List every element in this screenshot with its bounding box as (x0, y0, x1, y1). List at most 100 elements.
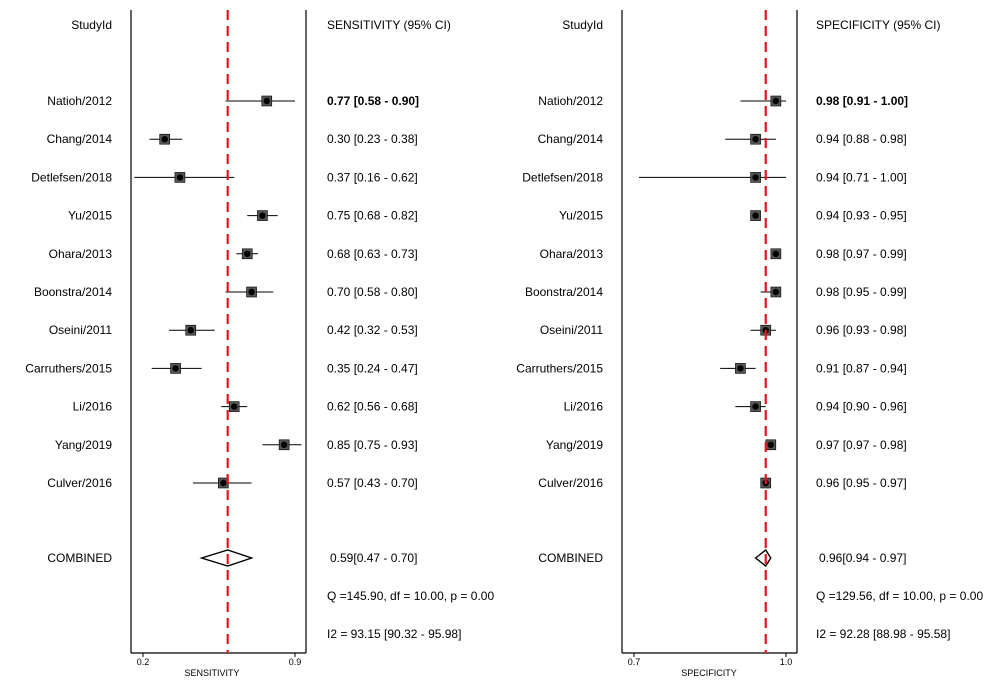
study-name: Yu/2015 (68, 209, 112, 223)
study-row: Culver/2016 0.96 [0.95 - 0.97] (538, 476, 906, 490)
forest-panel-1: StudyId SENSITIVITY (95% CI) 0.2 0.9 SENSITI… (25, 10, 494, 678)
study-row: Natioh/2012 0.77 [0.58 - 0.90] (47, 94, 419, 108)
point-estimate-dot (752, 403, 759, 410)
study-ci-value: 0.30 [0.23 - 0.38] (327, 132, 418, 146)
point-estimate-dot (772, 250, 780, 257)
study-name: Li/2016 (564, 400, 604, 414)
point-estimate-dot (244, 250, 251, 257)
study-ci-value: 0.75 [0.68 - 0.82] (327, 209, 418, 223)
study-row: Li/2016 0.62 [0.56 - 0.68] (73, 400, 418, 414)
point-estimate-dot (161, 136, 168, 143)
study-name: Natioh/2012 (538, 94, 603, 108)
study-ci-value: 0.94 [0.90 - 0.96] (816, 400, 907, 414)
study-name: Li/2016 (73, 400, 113, 414)
forest-panel-2: StudyId SPECIFICITY (95% CI) 0.7 1.0 SPECIFI… (516, 10, 983, 678)
point-estimate-dot (176, 174, 184, 181)
study-row: Detlefsen/2018 0.94 [0.71 - 1.00] (522, 170, 906, 184)
study-name: Chang/2014 (538, 132, 604, 146)
x-tick-label: 1.0 (780, 657, 793, 667)
point-estimate-dot (752, 212, 759, 219)
point-estimate-dot (263, 97, 270, 105)
study-ci-value: 0.91 [0.87 - 0.94] (816, 361, 907, 375)
study-ci-value: 0.35 [0.24 - 0.47] (327, 361, 418, 375)
x-axis-label: SPECIFICITY (681, 668, 737, 678)
study-row: Chang/2014 0.94 [0.88 - 0.98] (538, 132, 907, 146)
combined-label: COMBINED (538, 551, 603, 565)
study-ci-value: 0.98 [0.95 - 0.99] (816, 285, 907, 299)
study-ci-value: 0.77 [0.58 - 0.90] (327, 94, 419, 108)
study-name: Culver/2016 (47, 476, 112, 490)
study-row: Li/2016 0.94 [0.90 - 0.96] (564, 400, 907, 414)
study-row: Oseini/2011 0.96 [0.93 - 0.98] (540, 323, 907, 337)
study-ci-value: 0.62 [0.56 - 0.68] (327, 400, 418, 414)
study-ci-value: 0.68 [0.63 - 0.73] (327, 247, 418, 261)
x-tick-label: 0.7 (628, 657, 641, 667)
point-estimate-dot (767, 441, 774, 448)
combined-row: COMBINED 0.59[0.47 - 0.70] (47, 549, 417, 567)
study-row: Carruthers/2015 0.91 [0.87 - 0.94] (516, 361, 906, 375)
study-row: Natioh/2012 0.98 [0.91 - 1.00] (538, 94, 908, 108)
combined-ci-value: 0.96[0.94 - 0.97] (819, 551, 906, 565)
study-name: Ohara/2013 (49, 247, 113, 261)
study-ci-value: 0.94 [0.71 - 1.00] (816, 170, 907, 184)
q-statistic: Q =129.56, df = 10.00, p = 0.00 (816, 589, 983, 603)
study-row: Carruthers/2015 0.35 [0.24 - 0.47] (25, 361, 417, 375)
study-name: Detlefsen/2018 (31, 170, 112, 184)
study-name: Chang/2014 (47, 132, 113, 146)
point-estimate-dot (737, 365, 744, 372)
combined-label: COMBINED (47, 551, 112, 565)
q-statistic: Q =145.90, df = 10.00, p = 0.00 (327, 589, 494, 603)
study-name: Ohara/2013 (540, 247, 604, 261)
x-tick-label: 0.9 (289, 657, 302, 667)
studyid-header: StudyId (71, 18, 112, 32)
point-estimate-dot (231, 403, 238, 410)
studyid-header: StudyId (562, 18, 603, 32)
study-ci-value: 0.70 [0.58 - 0.80] (327, 285, 418, 299)
study-row: Ohara/2013 0.68 [0.63 - 0.73] (49, 247, 418, 261)
study-ci-value: 0.98 [0.97 - 0.99] (816, 247, 907, 261)
study-name: Boonstra/2014 (525, 285, 603, 299)
study-ci-value: 0.97 [0.97 - 0.98] (816, 438, 907, 452)
pooled-estimate-diamond (754, 548, 772, 568)
study-name: Natioh/2012 (47, 94, 112, 108)
study-name: Oseini/2011 (540, 323, 603, 337)
point-estimate-dot (772, 288, 780, 296)
study-name: Boonstra/2014 (34, 285, 112, 299)
point-estimate-dot (187, 327, 194, 334)
study-name: Yu/2015 (559, 209, 603, 223)
i2-statistic: I2 = 92.28 [88.98 - 95.58] (816, 627, 950, 641)
study-name: Culver/2016 (538, 476, 603, 490)
study-ci-value: 0.85 [0.75 - 0.93] (327, 438, 418, 452)
study-row: Yang/2019 0.97 [0.97 - 0.98] (546, 438, 907, 452)
study-ci-value: 0.94 [0.88 - 0.98] (816, 132, 907, 146)
study-name: Carruthers/2015 (25, 361, 112, 375)
study-row: Yu/2015 0.94 [0.93 - 0.95] (559, 209, 907, 223)
study-ci-value: 0.96 [0.95 - 0.97] (816, 476, 907, 490)
point-estimate-dot (772, 97, 780, 105)
i2-statistic: I2 = 93.15 [90.32 - 95.98] (327, 627, 461, 641)
study-name: Oseini/2011 (49, 323, 112, 337)
study-name: Carruthers/2015 (516, 361, 603, 375)
study-ci-value: 0.94 [0.93 - 0.95] (816, 209, 907, 223)
combined-row: COMBINED 0.96[0.94 - 0.97] (538, 548, 906, 568)
ci-column-header: SPECIFICITY (95% CI) (816, 18, 940, 32)
study-row: Oseini/2011 0.42 [0.32 - 0.53] (49, 323, 418, 337)
study-name: Yang/2019 (55, 438, 112, 452)
x-tick-label: 0.2 (137, 657, 150, 667)
x-axis-label: SENSITIVITY (184, 668, 239, 678)
study-name: Yang/2019 (546, 438, 603, 452)
point-estimate-dot (280, 441, 288, 448)
combined-ci-value: 0.59[0.47 - 0.70] (330, 551, 417, 565)
point-estimate-dot (220, 479, 227, 487)
point-estimate-dot (259, 212, 266, 219)
study-ci-value: 0.96 [0.93 - 0.98] (816, 323, 907, 337)
study-name: Detlefsen/2018 (522, 170, 603, 184)
study-row: Yang/2019 0.85 [0.75 - 0.93] (55, 438, 418, 452)
study-row: Yu/2015 0.75 [0.68 - 0.82] (68, 209, 418, 223)
study-ci-value: 0.98 [0.91 - 1.00] (816, 94, 908, 108)
study-row: Ohara/2013 0.98 [0.97 - 0.99] (540, 247, 907, 261)
study-ci-value: 0.37 [0.16 - 0.62] (327, 170, 418, 184)
study-row: Chang/2014 0.30 [0.23 - 0.38] (47, 132, 418, 146)
point-estimate-dot (752, 136, 759, 143)
study-row: Detlefsen/2018 0.37 [0.16 - 0.62] (31, 170, 417, 184)
